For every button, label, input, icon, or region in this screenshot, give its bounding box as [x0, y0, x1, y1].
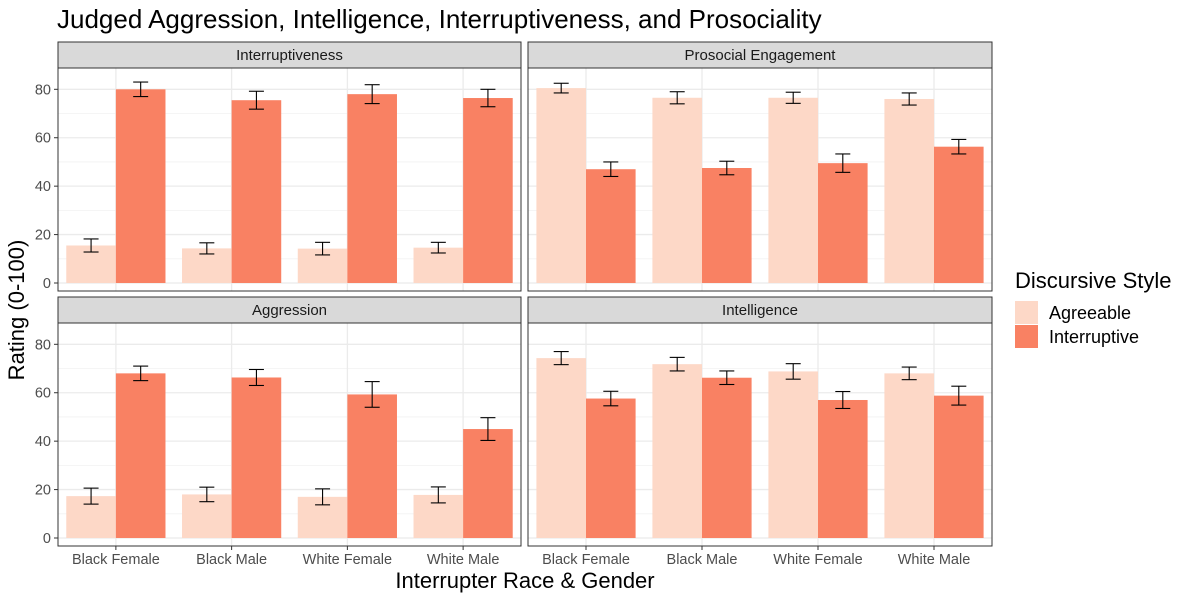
bar-aggression-white-male-interruptive: [463, 429, 513, 539]
y-tick-label: 40: [35, 179, 51, 195]
bar-prosocial-engagement-black-male-agreeable: [652, 97, 702, 284]
bar-interruptiveness-black-male-interruptive: [231, 100, 282, 284]
x-tick-label: White Female: [773, 552, 862, 568]
x-tick-label: White Female: [303, 552, 392, 568]
x-tick-label: White Male: [898, 552, 971, 568]
y-tick-label: 80: [35, 337, 51, 353]
bar-intelligence-white-male-agreeable: [884, 373, 934, 539]
bar-prosocial-engagement-white-female-agreeable: [768, 97, 818, 284]
panel-border-prosocial-engagement: [527, 67, 993, 292]
bar-intelligence-white-male-interruptive: [934, 395, 984, 539]
facet-strip-prosocial-engagement: [527, 41, 993, 69]
bar-interruptiveness-white-male-agreeable: [413, 247, 464, 284]
facet-strip-label-intelligence: Intelligence: [722, 302, 798, 319]
x-tick-label: White Male: [427, 552, 500, 568]
bar-intelligence-black-female-agreeable: [536, 358, 586, 539]
bar-aggression-black-male-interruptive: [231, 377, 282, 539]
bar-prosocial-engagement-black-female-interruptive: [586, 169, 636, 284]
bar-aggression-white-female-interruptive: [347, 394, 397, 539]
facet-strip-interruptiveness: [57, 41, 522, 69]
panel-border-interruptiveness: [57, 67, 522, 292]
chart-title: Judged Aggression, Intelligence, Interru…: [57, 4, 822, 34]
y-tick-label: 40: [35, 434, 51, 450]
y-tick-label: 20: [35, 483, 51, 499]
bar-intelligence-white-female-interruptive: [818, 399, 868, 539]
bar-prosocial-engagement-white-male-interruptive: [934, 146, 984, 284]
bar-intelligence-black-male-interruptive: [702, 377, 752, 539]
bar-intelligence-white-female-agreeable: [768, 371, 818, 539]
panel-border-aggression: [57, 322, 522, 547]
bar-interruptiveness-black-female-interruptive: [115, 89, 166, 284]
y-tick-label: 80: [35, 82, 51, 98]
legend-label-interruptive: Interruptive: [1049, 327, 1139, 347]
facet-panels: Interruptiveness 0 20 40 60 80 Prosocial Engag…: [35, 41, 993, 568]
y-tick-label: 60: [35, 386, 51, 402]
facet-strip-intelligence: [527, 296, 993, 324]
panel-border-intelligence: [527, 322, 993, 547]
x-tick-label: Black Female: [542, 552, 630, 568]
bar-prosocial-engagement-black-female-agreeable: [536, 88, 586, 284]
y-tick-label: 0: [43, 531, 51, 547]
facet-strip-label-aggression: Aggression: [252, 302, 327, 319]
bar-prosocial-engagement-black-male-interruptive: [702, 167, 752, 284]
legend-swatch-interruptive: [1015, 325, 1038, 348]
legend-title: Discursive Style: [1015, 268, 1171, 293]
facet-strip-label-interruptiveness: Interruptiveness: [236, 47, 343, 64]
x-tick-label: Black Male: [667, 552, 738, 568]
x-axis-title: Interrupter Race & Gender: [395, 568, 654, 593]
y-tick-label: 20: [35, 228, 51, 244]
bar-aggression-black-female-interruptive: [115, 373, 166, 539]
facet-strip-aggression: [57, 296, 522, 324]
x-tick-label: Black Male: [196, 552, 267, 568]
bar-interruptiveness-white-female-interruptive: [347, 94, 397, 284]
bar-intelligence-black-male-agreeable: [652, 364, 702, 539]
legend-swatch-agreeable: [1015, 301, 1038, 324]
y-tick-label: 60: [35, 131, 51, 147]
legend: Discursive Style Agreeable Interruptive: [1015, 268, 1171, 348]
legend-label-agreeable: Agreeable: [1049, 303, 1131, 323]
bar-interruptiveness-white-male-interruptive: [463, 98, 513, 284]
bar-prosocial-engagement-white-male-agreeable: [884, 98, 934, 284]
y-tick-label: 0: [43, 276, 51, 292]
y-axis-title: Rating (0-100): [4, 240, 29, 381]
bar-prosocial-engagement-white-female-interruptive: [818, 163, 868, 284]
facet-strip-label-prosocial-engagement: Prosocial Engagement: [685, 47, 837, 64]
bar-intelligence-black-female-interruptive: [586, 398, 636, 539]
x-tick-label: Black Female: [72, 552, 160, 568]
